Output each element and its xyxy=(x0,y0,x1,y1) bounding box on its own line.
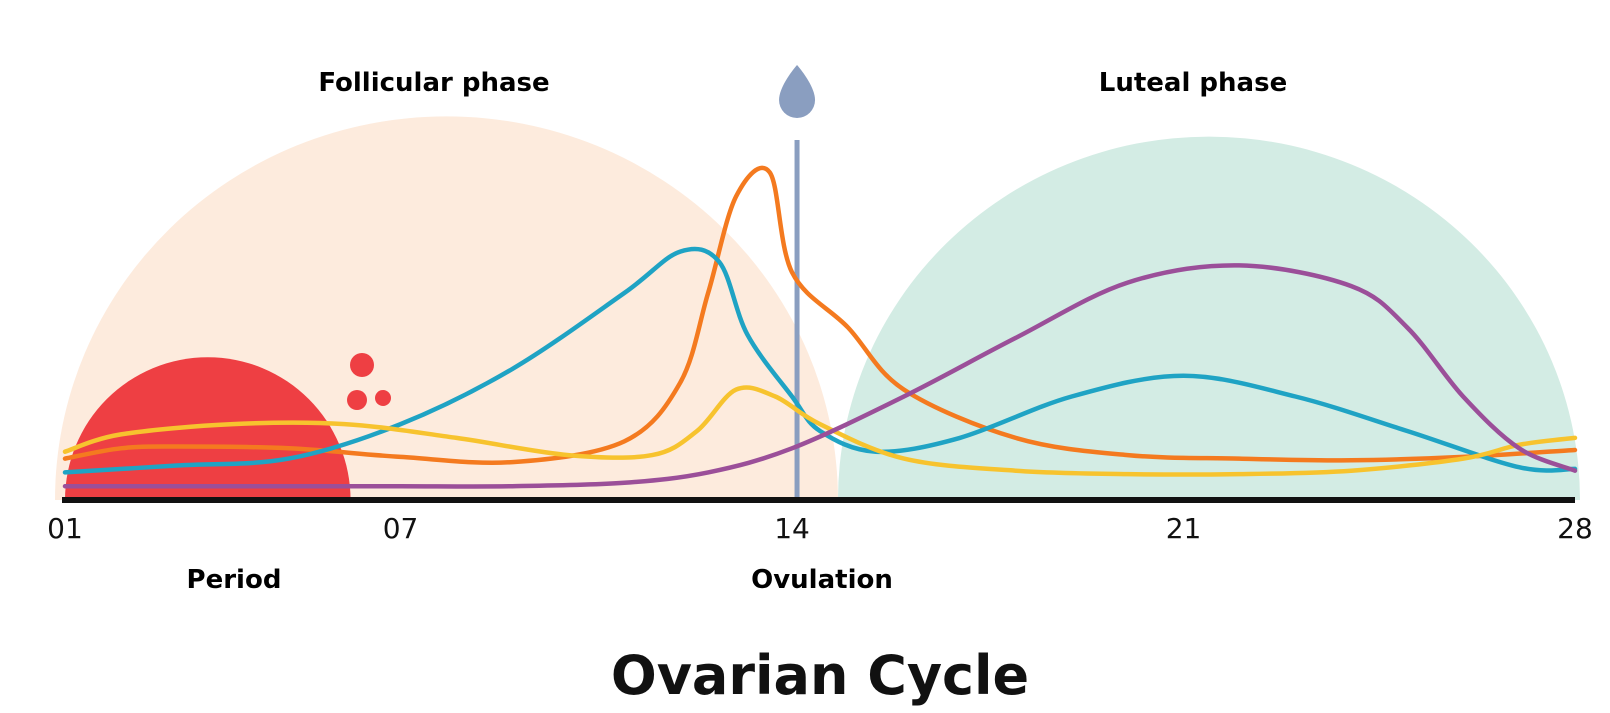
hormone-curve-teal xyxy=(62,246,1578,475)
hormone-curve-purple xyxy=(62,263,1578,489)
x-tick-label: 14 xyxy=(774,512,810,545)
hormone-curve-orange xyxy=(62,165,1578,465)
period-drop xyxy=(350,353,374,377)
period-drop xyxy=(347,390,367,410)
period-area xyxy=(65,357,351,500)
luteal-phase-area xyxy=(837,136,1580,501)
hormone-curves xyxy=(62,165,1578,489)
chart-title: Ovarian Cycle xyxy=(611,644,1029,707)
period-label: Period xyxy=(187,565,282,595)
hormone-curve-yellow xyxy=(62,385,1578,477)
follicular-phase-label: Follicular phase xyxy=(318,68,549,98)
x-tick-label: 07 xyxy=(383,512,419,545)
period-marker xyxy=(65,353,391,500)
x-tick-label: 28 xyxy=(1557,512,1593,545)
egg-icon xyxy=(779,65,816,119)
x-tick-label: 01 xyxy=(47,512,83,545)
x-tick-label: 21 xyxy=(1166,512,1202,545)
x-axis-ticks: 01 07 14 21 28 xyxy=(47,512,1593,545)
luteal-phase-label: Luteal phase xyxy=(1099,68,1287,98)
period-drop xyxy=(375,390,391,406)
ovulation-marker xyxy=(779,65,816,500)
ovulation-label: Ovulation xyxy=(751,565,893,595)
